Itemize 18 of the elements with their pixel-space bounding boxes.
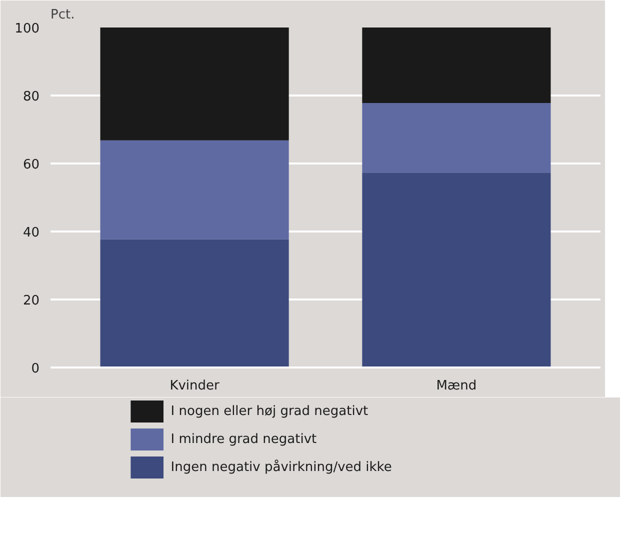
- bar: [100, 140, 289, 240]
- legend-label: Ingen negativ påvirkning/ved ikke: [170, 459, 392, 475]
- y-axis-title: Pct.: [50, 8, 75, 22]
- y-tick-label: 0: [31, 362, 40, 376]
- x-tick-label: Mænd: [436, 378, 477, 394]
- y-tick-label: 100: [14, 22, 40, 36]
- bar: [362, 102, 551, 173]
- legend-label: I mindre grad negativt: [170, 432, 317, 447]
- y-tick-label: 20: [22, 294, 40, 308]
- y-tick-label: 40: [22, 226, 40, 240]
- y-tick-label: 60: [22, 158, 40, 172]
- bar: [362, 28, 551, 103]
- bar: [100, 239, 289, 368]
- bar: [362, 172, 551, 368]
- y-tick-label: 80: [22, 90, 40, 104]
- x-tick-label: Kvinder: [170, 378, 220, 394]
- legend-label: I nogen eller høj grad negativt: [170, 404, 368, 419]
- bar: [100, 28, 289, 140]
